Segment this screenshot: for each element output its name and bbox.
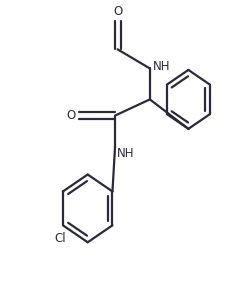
Text: O: O [66,109,76,122]
Text: Cl: Cl [55,232,66,245]
Text: O: O [113,5,122,18]
Text: NH: NH [117,147,134,160]
Text: NH: NH [153,60,170,73]
